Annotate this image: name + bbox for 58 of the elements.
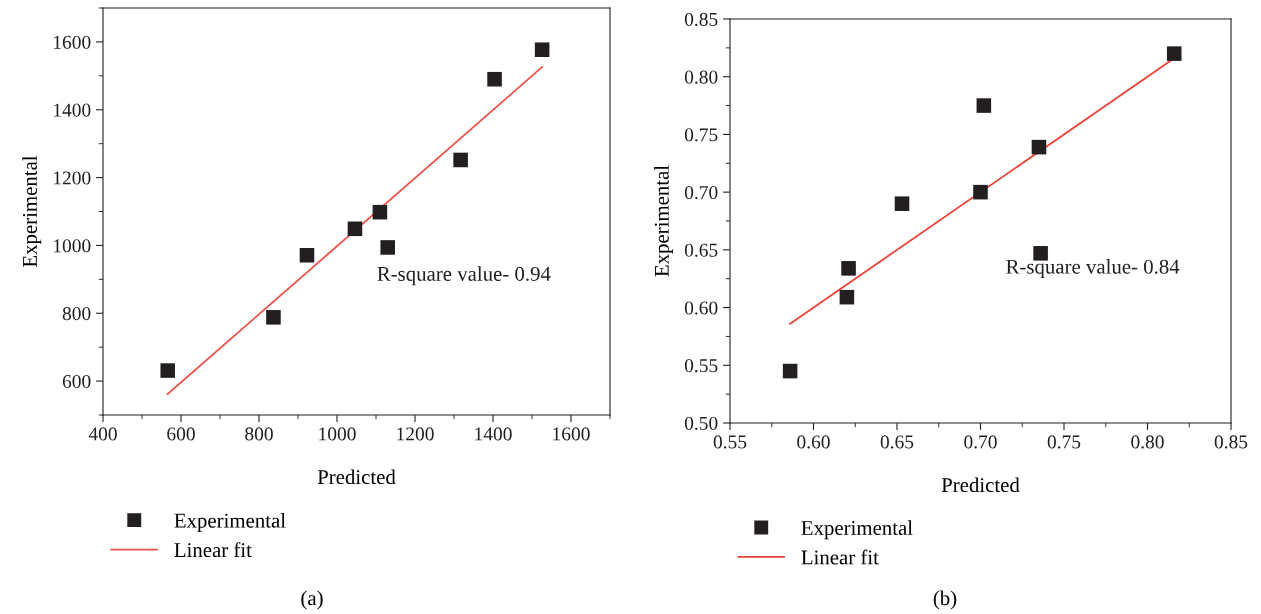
point — [372, 204, 388, 220]
y-tick-label: 1000 — [54, 239, 91, 253]
y-axis-title: Experimental — [22, 155, 42, 268]
x-tick-label: 0.65 — [880, 435, 914, 449]
point — [453, 152, 468, 168]
annotation: R-square value- 0.84 — [1006, 259, 1180, 278]
y-tick-label: 0.65 — [684, 243, 718, 257]
point — [976, 98, 992, 113]
x-tick-label: 0.85 — [1214, 435, 1248, 449]
y-axis-title: Experimental — [654, 165, 674, 277]
point — [160, 363, 176, 378]
point — [266, 310, 281, 325]
point — [839, 289, 855, 305]
y-tick-label: 1400 — [54, 103, 91, 117]
point — [782, 363, 798, 379]
y-tick-label: 600 — [62, 374, 91, 389]
y-tick-label: 1200 — [54, 171, 91, 185]
y-tick-label: 0.60 — [684, 301, 718, 315]
legend-label: Linear fit — [174, 542, 252, 558]
x-tick-label: 600 — [167, 427, 195, 441]
x-axis-title: Predicted — [941, 477, 1020, 493]
x-axis-title: Predicted — [317, 469, 396, 485]
y-tick-label: 1600 — [54, 35, 91, 49]
y-tick-label: 0.85 — [684, 12, 718, 27]
x-tick-label: 0.80 — [1131, 435, 1164, 449]
point — [1031, 139, 1047, 155]
point — [534, 42, 550, 57]
x-tick-label: 1200 — [397, 427, 434, 441]
y-tick-label: 0.55 — [684, 359, 718, 373]
legend-label: Experimental — [801, 520, 913, 540]
legend-label: Experimental — [174, 513, 286, 532]
x-tick-label: 400 — [88, 427, 117, 441]
legend-label: Linear fit — [801, 549, 879, 565]
point — [1166, 46, 1182, 61]
point — [1033, 246, 1048, 261]
text: (a) — [301, 590, 323, 610]
x-tick-label: 0.55 — [713, 435, 747, 449]
text: (b) — [933, 590, 957, 610]
x-tick-label: 1600 — [553, 427, 590, 441]
x-tick-label: 1000 — [319, 427, 356, 441]
point — [347, 221, 363, 237]
point — [380, 240, 395, 255]
annotation: R-square value- 0.94 — [377, 266, 551, 286]
x-tick-label: 1400 — [475, 427, 512, 441]
point — [973, 184, 988, 200]
y-tick-label: 0.80 — [684, 70, 718, 84]
y-tick-label: 0.50 — [684, 416, 718, 431]
point — [487, 71, 502, 87]
point — [299, 247, 315, 263]
x-tick-label: 800 — [245, 427, 273, 441]
y-tick-label: 800 — [62, 307, 91, 321]
x-tick-label: 0.75 — [1047, 435, 1081, 449]
point — [894, 196, 910, 211]
point — [841, 261, 856, 276]
y-tick-label: 0.70 — [684, 185, 718, 200]
x-tick-label: 0.70 — [964, 435, 997, 449]
x-tick-label: 0.60 — [797, 435, 830, 449]
y-tick-label: 0.75 — [684, 128, 718, 142]
